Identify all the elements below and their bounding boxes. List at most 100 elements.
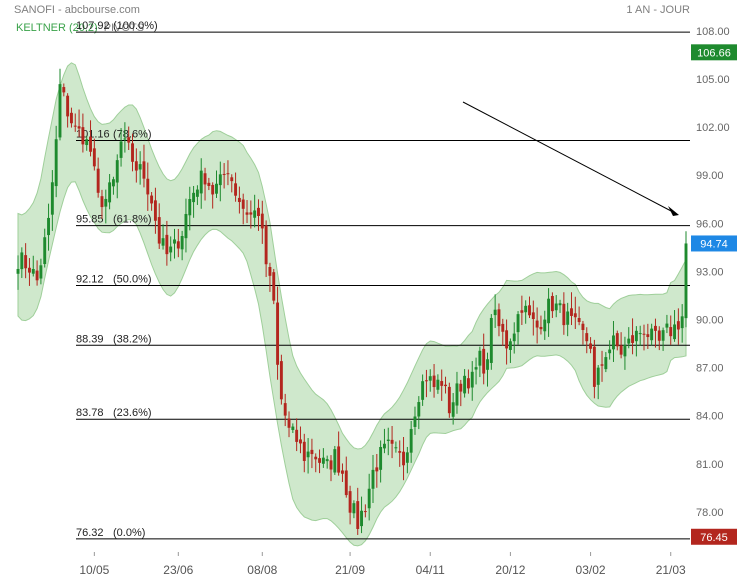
chart-title: SANOFI - abcbourse.com bbox=[14, 4, 140, 16]
candle-body bbox=[360, 510, 363, 527]
candle-body bbox=[318, 458, 322, 463]
candle-body bbox=[96, 168, 100, 193]
candle-body bbox=[69, 112, 73, 124]
candle-body bbox=[550, 295, 554, 312]
candle-body bbox=[211, 184, 215, 195]
y-tick-label: 78.00 bbox=[696, 507, 724, 519]
candle-body bbox=[615, 333, 619, 347]
candle-body bbox=[260, 213, 264, 229]
candle-body bbox=[165, 234, 169, 255]
y-tick-label: 105.00 bbox=[696, 74, 730, 86]
candle-body bbox=[608, 349, 612, 354]
fib-value-label: 83.78 bbox=[76, 407, 104, 419]
candle-body bbox=[92, 148, 96, 167]
candle-body bbox=[382, 443, 386, 449]
candle-body bbox=[100, 196, 104, 208]
candle-body bbox=[367, 488, 371, 509]
candle-body bbox=[417, 402, 421, 417]
candle-body bbox=[402, 451, 405, 466]
candle-body bbox=[115, 160, 119, 183]
candle-body bbox=[257, 207, 260, 216]
candle-body bbox=[424, 380, 428, 382]
pivots-legend[interactable]: PIVOTS bbox=[103, 22, 145, 34]
candle-body bbox=[577, 317, 581, 323]
last-price-label: 94.74 bbox=[700, 238, 728, 250]
candle-body bbox=[50, 182, 54, 215]
candle-body bbox=[85, 139, 89, 146]
y-tick-label: 81.00 bbox=[696, 459, 724, 471]
trend-line[interactable] bbox=[462, 101, 674, 213]
candle-body bbox=[264, 225, 268, 265]
candle-body bbox=[394, 447, 398, 449]
candle-body bbox=[497, 309, 501, 327]
y-tick-label: 90.00 bbox=[696, 314, 724, 326]
candle-body bbox=[299, 439, 302, 444]
candle-body bbox=[337, 446, 341, 473]
trend-arrow bbox=[462, 101, 679, 216]
y-tick-label: 93.00 bbox=[696, 266, 724, 278]
fib-value-label: 107.92 bbox=[76, 20, 110, 32]
candle-body bbox=[524, 305, 528, 313]
candle-body bbox=[390, 439, 394, 444]
candle-body bbox=[169, 246, 173, 253]
candle-body bbox=[195, 189, 199, 197]
price-badges: 106.66 94.74 76.45 bbox=[691, 44, 737, 545]
candle-body bbox=[455, 383, 459, 406]
x-tick-label: 08/08 bbox=[247, 563, 277, 577]
candle-body bbox=[28, 267, 31, 273]
candle-body bbox=[650, 328, 654, 341]
candle-body bbox=[520, 310, 524, 313]
candle-body bbox=[188, 199, 192, 216]
candle-body bbox=[81, 127, 85, 145]
candle-body bbox=[676, 321, 680, 330]
fib-value-label: 95.85 bbox=[76, 214, 104, 226]
candle-body bbox=[543, 319, 547, 332]
candle-body bbox=[310, 449, 314, 455]
candle-body bbox=[341, 470, 344, 474]
candle-body bbox=[207, 182, 211, 186]
y-tick-label: 99.00 bbox=[696, 170, 724, 182]
keltner-legend[interactable]: KELTNER (20,2) bbox=[16, 22, 98, 34]
fib-pct-label: (38.2%) bbox=[113, 333, 152, 345]
candle-body bbox=[505, 330, 509, 349]
candle-body bbox=[344, 470, 348, 496]
candle-body bbox=[684, 243, 688, 319]
candle-body bbox=[218, 174, 222, 186]
indicator-legend: KELTNER (20,2) PIVOTS bbox=[16, 22, 144, 34]
candle-body bbox=[325, 459, 329, 462]
x-axis: 10/05 23/06 08/08 21/09 04/11 20/12 03/02 21/03 bbox=[79, 552, 686, 577]
period-label[interactable]: 1 AN - JOUR bbox=[626, 4, 690, 16]
candle-body bbox=[253, 210, 257, 218]
keltner-band-area bbox=[17, 62, 687, 547]
candle-body bbox=[146, 178, 150, 195]
fib-pct-label: (50.0%) bbox=[113, 273, 152, 285]
candle-body bbox=[329, 460, 333, 470]
candle-body bbox=[508, 341, 512, 350]
candle-body bbox=[215, 183, 218, 194]
candle-body bbox=[489, 317, 493, 363]
candle-body bbox=[119, 141, 123, 158]
candle-body bbox=[245, 212, 249, 215]
candle-body bbox=[661, 330, 665, 341]
candle-body bbox=[321, 457, 325, 464]
candle-body bbox=[585, 333, 589, 342]
candle-body bbox=[302, 441, 306, 461]
candle-body bbox=[123, 138, 127, 140]
candle-body bbox=[58, 84, 62, 138]
candle-body bbox=[153, 200, 157, 221]
candle-body bbox=[474, 367, 478, 370]
y-tick-label: 96.00 bbox=[696, 218, 724, 230]
candle-body bbox=[192, 192, 196, 203]
candles bbox=[16, 68, 688, 535]
high-price-badge bbox=[691, 44, 737, 61]
candle-body bbox=[226, 173, 230, 175]
candle-body bbox=[35, 270, 39, 281]
candle-body bbox=[66, 95, 70, 117]
x-tick-label: 21/03 bbox=[656, 563, 686, 577]
candle-body bbox=[554, 303, 558, 311]
candle-body bbox=[642, 333, 646, 335]
fib-pct-label: (61.8%) bbox=[113, 214, 152, 226]
y-tick-label: 102.00 bbox=[696, 122, 730, 134]
x-tick-label: 03/02 bbox=[576, 563, 606, 577]
